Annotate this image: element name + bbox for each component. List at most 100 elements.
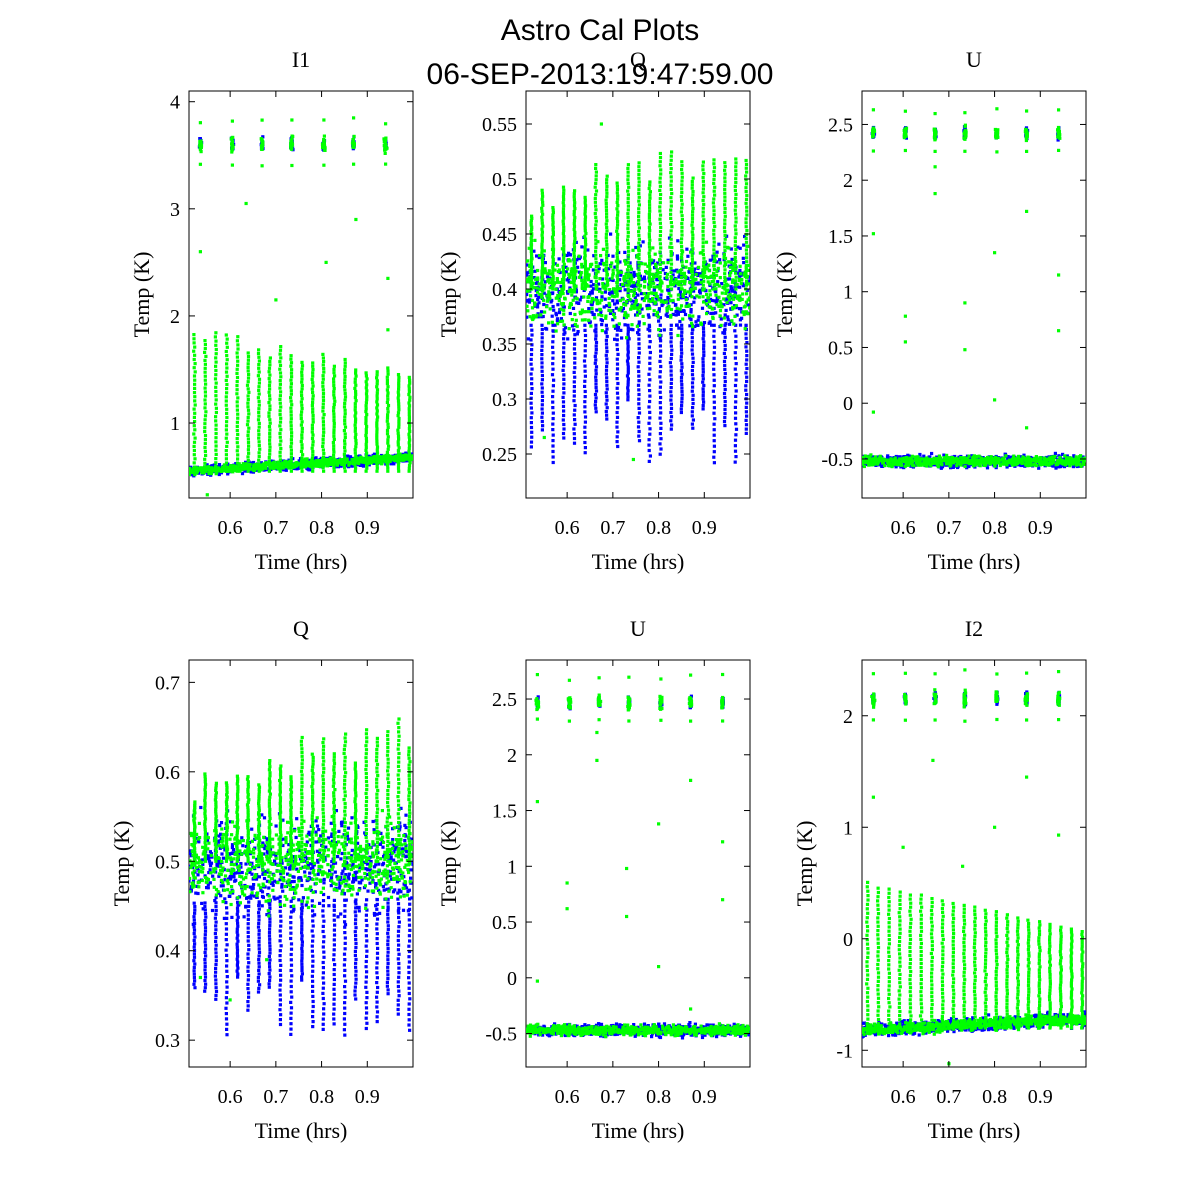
data-point: [232, 464, 236, 468]
data-point: [583, 245, 587, 249]
data-point: [583, 364, 587, 368]
data-point: [203, 350, 207, 354]
y-tick-label: 1: [170, 413, 180, 435]
data-point: [742, 312, 746, 317]
data-point: [236, 359, 240, 363]
data-point: [594, 382, 598, 386]
data-point: [637, 388, 641, 392]
data-point: [734, 362, 738, 366]
data-point: [192, 366, 196, 370]
data-point: [386, 394, 390, 398]
data-point: [725, 288, 730, 292]
data-point: [658, 156, 663, 160]
data-point: [682, 291, 687, 295]
data-point: [551, 218, 555, 222]
data-point: [332, 456, 336, 461]
data-point: [669, 344, 673, 348]
data-point: [332, 387, 336, 391]
data-point: [583, 279, 587, 283]
data-point: [541, 194, 545, 198]
data-point: [702, 183, 706, 187]
data-point: [644, 269, 648, 274]
data-point: [551, 367, 555, 371]
data-point: [396, 390, 400, 394]
data-point: [696, 318, 700, 322]
data-point: [594, 347, 598, 352]
data-point: [680, 245, 684, 249]
data-point: [386, 425, 390, 429]
data-point: [622, 279, 627, 283]
data-point: [626, 279, 630, 284]
data-point: [530, 272, 534, 276]
data-point: [236, 335, 240, 339]
data-point: [246, 441, 251, 445]
data-point: [385, 388, 389, 392]
data-point: [214, 398, 218, 402]
data-point: [648, 356, 652, 360]
data-point: [712, 455, 716, 459]
data-point: [629, 284, 633, 288]
data-point: [615, 181, 619, 185]
data-point: [613, 287, 617, 291]
data-point: [718, 276, 722, 280]
data-point: [669, 323, 673, 327]
data-point: [630, 304, 634, 308]
data-point: [541, 212, 545, 216]
data-point: [712, 181, 716, 185]
data-point: [600, 323, 604, 327]
data-point: [230, 145, 234, 149]
data-point: [236, 457, 240, 461]
data-point: [530, 430, 534, 434]
data-point: [604, 409, 608, 414]
data-point: [690, 223, 694, 227]
data-point: [552, 281, 557, 285]
data-point: [608, 288, 612, 292]
data-point: [637, 272, 641, 276]
data-point: [594, 341, 599, 345]
data-point: [529, 294, 533, 298]
data-point: [616, 352, 620, 356]
data-point: [608, 303, 612, 307]
data-point: [364, 380, 368, 384]
data-point: [289, 389, 293, 393]
data-point: [214, 406, 218, 410]
data-point: [658, 316, 662, 320]
data-point: [655, 298, 659, 302]
data-point: [699, 322, 703, 326]
data-point: [669, 187, 673, 191]
data-point: [343, 364, 347, 368]
data-point: [257, 348, 261, 352]
data-point: [214, 461, 218, 465]
data-point: [632, 291, 636, 295]
data-point: [364, 445, 368, 449]
data-point: [562, 377, 566, 381]
data-point: [704, 298, 708, 302]
outlier-point: [631, 457, 635, 462]
data-point: [586, 278, 591, 282]
data-point: [631, 328, 635, 332]
data-point: [724, 308, 728, 312]
data-point: [734, 177, 738, 181]
data-point: [629, 273, 633, 277]
data-point: [354, 399, 358, 403]
data-point: [548, 307, 552, 311]
data-point: [203, 390, 207, 394]
data-point: [561, 281, 566, 285]
data-point: [375, 457, 379, 461]
data-point: [731, 297, 736, 301]
data-point: [635, 255, 639, 259]
data-point: [725, 245, 730, 249]
data-point: [717, 295, 721, 299]
data-point: [236, 465, 240, 469]
data-point: [665, 276, 669, 280]
data-point: [529, 241, 533, 245]
data-point: [728, 293, 732, 297]
data-point: [680, 386, 684, 390]
data-point: [551, 340, 555, 344]
data-point: [619, 273, 623, 277]
data-point: [666, 314, 670, 318]
data-point: [289, 462, 293, 466]
data-point: [590, 262, 594, 266]
data-point: [681, 293, 685, 297]
data-point: [662, 328, 666, 332]
